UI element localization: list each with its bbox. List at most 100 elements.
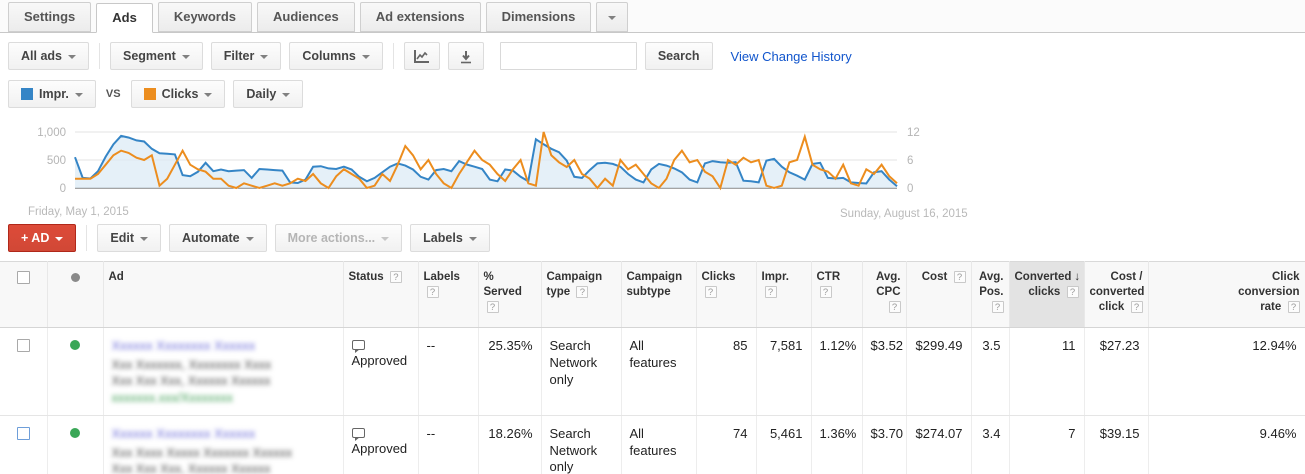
column-header-avg_pos[interactable]: Avg. Pos. ? — [971, 261, 1010, 328]
column-header-status[interactable]: Status ? — [343, 261, 419, 328]
column-label: Pos. — [979, 285, 1004, 298]
segment-dropdown-button[interactable]: Segment — [110, 42, 203, 70]
column-header-labels[interactable]: Labels ? — [418, 261, 479, 328]
column-header-ad[interactable]: Ad — [103, 261, 344, 328]
labels-dropdown-button[interactable]: Labels — [410, 224, 490, 252]
help-icon[interactable]: ? — [486, 300, 499, 313]
cell-status: Approved — [343, 327, 419, 416]
row-checkbox[interactable] — [16, 426, 30, 440]
help-icon[interactable]: ? — [704, 285, 717, 298]
more-tabs-button[interactable] — [596, 2, 629, 32]
cell-cost_per_conv: $39.15 — [1084, 415, 1149, 474]
scope-dropdown-button[interactable]: All ads — [8, 42, 89, 70]
chevron-down-icon — [260, 54, 269, 59]
ad-title-link[interactable]: Xxxxxx Xxxxxxxx Xxxxxx — [111, 425, 256, 441]
search-button[interactable]: Search — [644, 42, 713, 70]
help-icon[interactable]: ? — [991, 300, 1004, 313]
help-icon[interactable]: ? — [888, 300, 901, 313]
column-header-campaign_type[interactable]: Campaign type ? — [541, 261, 622, 328]
edit-dropdown-button[interactable]: Edit — [97, 224, 161, 252]
view-change-history-link[interactable]: View Change History — [730, 48, 852, 64]
tab-keywords[interactable]: Keywords — [157, 2, 252, 32]
column-header-cost_per_conv[interactable]: Cost / converted click ? — [1084, 261, 1149, 328]
add-ad-label: + AD — [21, 231, 50, 245]
cell-avg_cpc: $3.70 — [862, 415, 907, 474]
scope-label: All ads — [21, 49, 62, 63]
impr-series-line — [74, 134, 898, 188]
column-label: CTR — [816, 271, 841, 283]
cell-campaign_type: Search Network only — [541, 415, 622, 474]
help-icon[interactable]: ? — [389, 271, 402, 283]
status-text: Approved — [351, 353, 408, 368]
column-header-clicks[interactable]: Clicks ? — [696, 261, 757, 328]
help-icon[interactable]: ? — [576, 285, 589, 298]
ad-description-line: Xxx Xxx Xxx, Xxxxxx Xxxxxx — [111, 461, 271, 474]
column-header-ctr[interactable]: CTR ? — [811, 261, 863, 328]
help-icon[interactable]: ? — [819, 285, 832, 298]
table-action-bar: + AD Edit Automate More actions... Label… — [0, 212, 1305, 261]
interval-dropdown-button[interactable]: Daily — [233, 80, 304, 108]
ad-description-line: Xxx Xxxx Xxxxx Xxxxxxx Xxxxxx — [111, 445, 293, 460]
help-icon[interactable]: ? — [426, 285, 439, 298]
chevron-down-icon — [68, 54, 76, 59]
chevron-down-icon — [55, 236, 64, 241]
cell-click_conv_rate: 12.94% — [1148, 327, 1305, 416]
cell-value: $27.23 — [1099, 338, 1140, 353]
cell-campaign_subtype: All features — [621, 327, 697, 416]
ads-data-table: Ad Status ? Labels ?% Served ? Campaign type… — [0, 261, 1305, 474]
column-header-pct_served[interactable]: % Served ? — [478, 261, 542, 328]
columns-dropdown-button[interactable]: Columns — [289, 42, 383, 70]
help-icon[interactable]: ? — [1287, 300, 1300, 313]
column-header-campaign_subtype[interactable]: Campaign subtype — [621, 261, 697, 328]
download-button[interactable] — [447, 42, 484, 70]
status-text: Approved — [351, 440, 408, 456]
speech-bubble-icon — [351, 340, 365, 353]
labels-label: Labels — [423, 231, 463, 245]
help-icon[interactable]: ? — [953, 271, 966, 283]
left-metric-label: Impr. — [39, 87, 69, 101]
cell-value: 5,461 — [769, 425, 803, 441]
column-header-select[interactable] — [0, 261, 48, 328]
left-metric-dropdown-button[interactable]: Impr. — [8, 80, 96, 108]
cell-conv_clicks: 7 — [1009, 415, 1085, 474]
right-metric-dropdown-button[interactable]: Clicks — [130, 80, 226, 108]
column-header-impr[interactable]: Impr. ? — [756, 261, 812, 328]
line-chart-icon — [413, 49, 429, 63]
more-actions-dropdown-button[interactable]: More actions... — [274, 224, 403, 252]
filter-dropdown-button[interactable]: Filter — [210, 42, 282, 70]
cell-value: 3.5 — [982, 338, 1001, 353]
column-header-cost[interactable]: Cost ? — [906, 261, 972, 328]
search-input[interactable] — [499, 42, 637, 70]
cell-avg_pos: 3.4 — [971, 415, 1010, 474]
toolbar-divider — [392, 43, 394, 69]
tab-audiences[interactable]: Audiences — [257, 2, 355, 32]
tab-settings[interactable]: Settings — [8, 2, 92, 32]
help-icon[interactable]: ? — [1066, 285, 1079, 298]
cell-ctr: 1.36% — [811, 415, 863, 474]
row-checkbox[interactable] — [16, 339, 30, 352]
cell-cost: $299.49 — [906, 327, 972, 416]
cell-campaign_subtype: All features — [621, 415, 697, 474]
help-icon[interactable]: ? — [1130, 300, 1143, 313]
tab-ads[interactable]: Ads — [96, 3, 153, 33]
tab-ad-extensions[interactable]: Ad extensions — [359, 2, 481, 32]
tab-dimensions[interactable]: Dimensions — [485, 2, 592, 32]
column-label: converted — [1089, 285, 1145, 298]
automate-dropdown-button[interactable]: Automate — [168, 224, 267, 252]
column-label: Campaign subtype — [626, 271, 683, 298]
column-header-avg_cpc[interactable]: Avg. CPC ? — [862, 261, 907, 328]
column-header-click_conv_rate[interactable]: Click conversion rate ? — [1148, 261, 1305, 328]
column-label: Cost — [921, 271, 948, 283]
select-all-checkbox[interactable] — [16, 271, 30, 284]
ad-title-link[interactable]: Xxxxxx Xxxxxxxx Xxxxxx — [111, 338, 256, 353]
column-header-conv_clicks[interactable]: Converted ↓ clicks ? — [1009, 261, 1085, 328]
chevron-down-icon — [139, 236, 148, 241]
help-icon[interactable]: ? — [764, 285, 777, 298]
toggle-graph-button[interactable] — [403, 42, 440, 70]
cell-dot — [47, 327, 104, 416]
column-header-dot[interactable] — [47, 261, 104, 328]
table-row: Xxxxxx Xxxxxxxx Xxxxxx Xxx Xxxx Xxxxx Xxx… — [0, 415, 1305, 474]
download-icon — [460, 50, 471, 64]
add-ad-button[interactable]: + AD — [8, 224, 77, 252]
cell-value: 18.26% — [488, 425, 533, 441]
